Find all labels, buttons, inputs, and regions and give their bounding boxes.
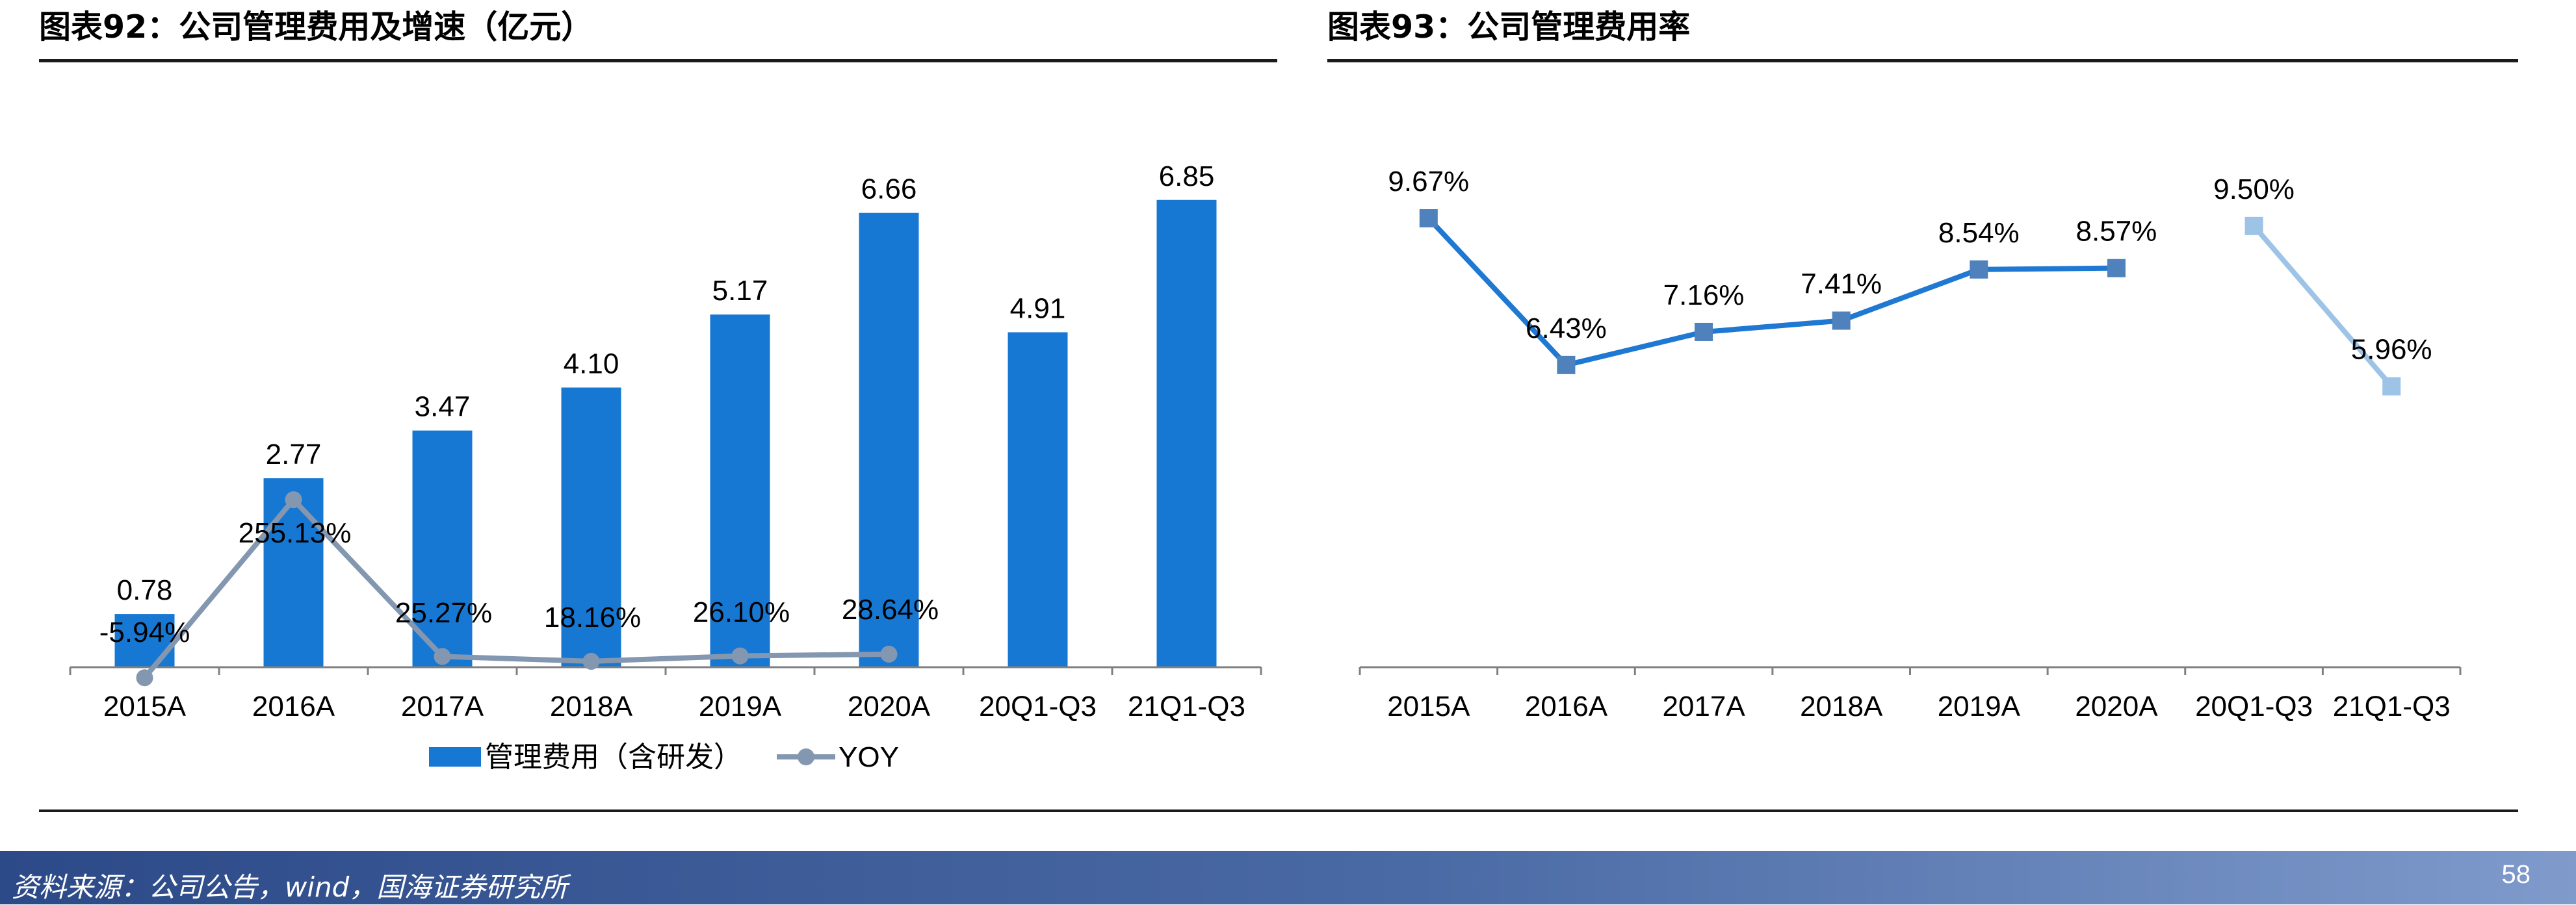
bar: [561, 387, 621, 667]
rate-value-label: 7.41%: [1801, 268, 1882, 300]
page-number: 58: [2501, 860, 2531, 889]
legend-yoy-swatch-marker: [798, 748, 814, 765]
rate-point: [1695, 322, 1713, 341]
rate-point: [1557, 355, 1576, 374]
yoy-point: [582, 652, 600, 670]
bar: [1008, 332, 1068, 667]
rate-value-label: 8.57%: [2076, 216, 2157, 248]
rate-value-label: 9.67%: [1388, 166, 1469, 198]
legend: 管理费用（含研发） YOY: [429, 741, 899, 774]
x-tick-label: 2018A: [550, 691, 633, 722]
x-tick-label: 2020A: [848, 691, 931, 722]
x-tick-label: 2019A: [1938, 691, 2021, 722]
x-tick-label: 2020A: [2075, 691, 2158, 722]
bar-value-label: 6.85: [1159, 160, 1215, 192]
yoy-point: [434, 648, 451, 665]
x-tick-label: 2016A: [252, 691, 335, 722]
left-chart-title: 图表92：公司管理费用及增速（亿元）: [39, 8, 593, 45]
yoy-value-label: 255.13%: [239, 517, 352, 549]
right-title-divider: [1327, 59, 2518, 62]
bar: [859, 212, 919, 667]
x-tick-label: 20Q1-Q3: [979, 691, 1097, 722]
footer-bar: 资料来源：公司公告，wind，国海证券研究所 58: [0, 851, 2576, 904]
x-tick-label: 2015A: [1387, 691, 1470, 722]
rate-point: [1419, 209, 1438, 227]
bar-value-label: 4.10: [564, 348, 619, 380]
rate-period-point: [2382, 377, 2401, 396]
bar: [412, 430, 473, 667]
yoy-value-label: 18.16%: [544, 602, 641, 633]
bar-value-label: 3.47: [415, 391, 471, 423]
x-tick-label: 2015A: [103, 691, 187, 722]
x-tick-label: 21Q1-Q3: [1128, 691, 1245, 722]
bar-value-label: 4.91: [1010, 292, 1066, 324]
x-tick-label: 2018A: [1800, 691, 1883, 722]
yoy-series-line: [142, 497, 889, 680]
x-tick-label: 20Q1-Q3: [2195, 691, 2313, 722]
bar: [114, 614, 175, 667]
yoy-value-label: 26.10%: [693, 596, 790, 628]
legend-bar-label: 管理费用（含研发）: [485, 741, 742, 774]
yoy-point: [285, 491, 302, 509]
rate-value-label: 9.50%: [2213, 173, 2295, 205]
rate-point: [2107, 259, 2126, 277]
rate-series-line: [1426, 216, 2116, 368]
bar: [710, 314, 770, 667]
bar: [1156, 199, 1217, 667]
bar-value-label: 5.17: [712, 275, 768, 307]
yoy-value-label: -5.94%: [99, 617, 190, 648]
x-tick-label: 2019A: [699, 691, 782, 722]
left-title-divider: [39, 59, 1277, 62]
rate-period-point: [2244, 216, 2263, 235]
rate-value-label: 8.54%: [1938, 217, 2020, 249]
footer-source: 资料来源：公司公告，wind，国海证券研究所: [12, 871, 568, 903]
yoy-value-label: 28.64%: [842, 594, 939, 626]
bar-value-label: 2.77: [266, 439, 322, 470]
bar: [263, 478, 324, 667]
bar-value-label: 6.66: [861, 173, 917, 205]
yoy-point: [731, 647, 749, 665]
rate-value-label: 5.96%: [2351, 334, 2432, 366]
right-chart-title: 图表93：公司管理费用率: [1327, 8, 1691, 45]
rate-period-series-line: [2252, 224, 2394, 389]
rate-point: [1832, 311, 1851, 330]
x-tick-label: 2016A: [1525, 691, 1608, 722]
legend-bar-swatch: [429, 747, 481, 767]
x-tick-label: 2017A: [1662, 691, 1745, 722]
x-tick-label: 21Q1-Q3: [2333, 691, 2451, 722]
rate-value-label: 6.43%: [1526, 312, 1607, 344]
bar-value-label: 0.78: [117, 574, 173, 606]
yoy-point: [880, 645, 898, 663]
x-tick-label: 2017A: [401, 691, 484, 722]
rate-value-label: 7.16%: [1663, 279, 1745, 311]
yoy-point: [136, 669, 153, 687]
yoy-value-label: 25.27%: [395, 597, 492, 629]
rate-point: [1970, 260, 1988, 279]
legend-yoy-label: YOY: [839, 741, 899, 773]
bottom-divider: [39, 809, 2518, 812]
